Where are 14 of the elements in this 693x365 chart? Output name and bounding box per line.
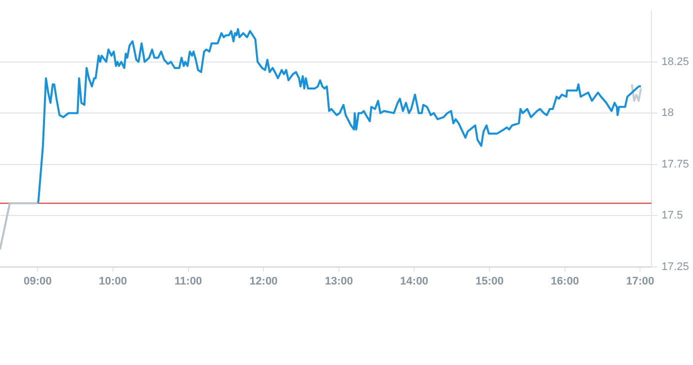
x-tick-label: 09:00 xyxy=(24,275,52,288)
x-tick-label: 12:00 xyxy=(250,275,278,288)
x-tick-label: 16:00 xyxy=(550,275,579,288)
y-tick-label: 18.25 xyxy=(661,56,690,68)
x-tick-label: 11:00 xyxy=(174,275,202,288)
x-tick-label: 15:00 xyxy=(475,275,504,288)
x-tick-label: 13:00 xyxy=(324,275,353,288)
x-tick-label: 10:00 xyxy=(98,275,128,288)
y-tick-label: 17.75 xyxy=(661,158,690,170)
x-tick-label: 17:00 xyxy=(626,275,654,288)
x-tick-label: 14:00 xyxy=(400,275,428,288)
y-tick-label: 18 xyxy=(661,107,674,120)
y-tick-label: 17.5 xyxy=(661,210,683,222)
y-tick-label: 17.25 xyxy=(661,260,690,273)
